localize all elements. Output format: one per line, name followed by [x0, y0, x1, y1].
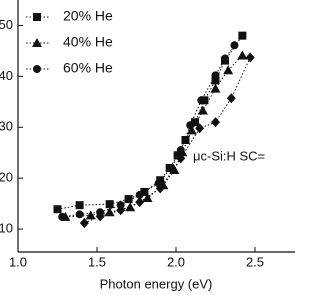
marker [125, 202, 136, 212]
marker [142, 193, 153, 203]
series-line [84, 57, 251, 224]
x-tick-label: 2.5 [246, 254, 264, 269]
marker [186, 121, 195, 130]
marker [32, 38, 42, 47]
y-tick-label: 20 [0, 170, 13, 185]
marker [176, 146, 185, 155]
legend-label: 40% He [63, 34, 113, 50]
marker [186, 125, 197, 135]
marker [116, 201, 125, 210]
marker [195, 123, 205, 134]
marker [95, 211, 105, 222]
marker [135, 197, 145, 208]
marker [211, 117, 220, 128]
y-tick-label: 50 [0, 17, 13, 32]
marker [238, 31, 247, 40]
marker [140, 187, 149, 196]
annotation: μc-Si:H SC= [193, 148, 265, 163]
marker [75, 201, 84, 210]
marker [237, 50, 248, 60]
x-axis-label: Photon energy (eV) [100, 276, 213, 291]
marker [220, 54, 229, 63]
legend-label: 60% He [63, 60, 113, 76]
marker [79, 217, 89, 228]
marker [116, 205, 126, 216]
x-tick-label: 1.5 [88, 254, 106, 269]
marker [197, 105, 208, 115]
marker [105, 200, 114, 209]
marker [176, 153, 186, 164]
chart: Photon energy (eV) μc-Si:H SC= 1.0 1.5 2.0… [0, 0, 295, 291]
x-tick-label: 1.0 [9, 254, 27, 269]
marker [33, 13, 41, 21]
marker [230, 41, 239, 50]
x-tick-label: 2.0 [167, 254, 185, 269]
marker [245, 52, 255, 63]
marker [75, 210, 84, 219]
marker [33, 65, 41, 73]
marker [210, 83, 221, 93]
marker [223, 65, 234, 75]
y-tick-label: 10 [0, 221, 13, 236]
legend-label: 20% He [63, 8, 113, 24]
marker [181, 136, 190, 144]
marker [58, 212, 67, 221]
marker [155, 183, 165, 194]
marker [211, 71, 220, 80]
marker [226, 93, 236, 104]
y-tick-label: 30 [0, 119, 13, 134]
marker [211, 76, 220, 85]
marker [190, 118, 199, 127]
marker [85, 210, 96, 220]
marker [124, 195, 133, 204]
y-tick-label: 40 [0, 68, 13, 83]
marker [53, 205, 62, 214]
marker [197, 96, 206, 105]
marker [135, 190, 144, 199]
marker [104, 207, 115, 217]
